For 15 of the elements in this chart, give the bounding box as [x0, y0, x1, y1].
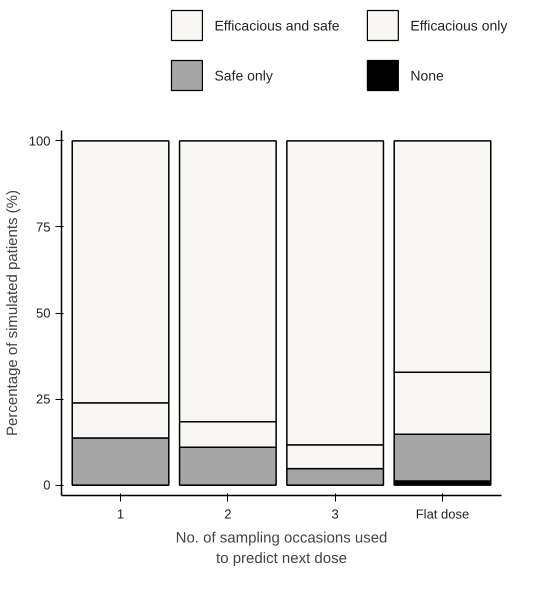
x-tick-label: 3 — [332, 506, 339, 522]
legend-label: Efficacious only — [410, 18, 508, 34]
legend-label: None — [410, 68, 444, 84]
y-tick-label: 50 — [36, 306, 51, 320]
y-tick-label: 0 — [43, 478, 51, 493]
y-axis-title: Percentage of simulated patients (%) — [4, 190, 21, 436]
legend-label: Efficacious and safe — [214, 18, 340, 34]
y-tick-label: 100 — [28, 133, 51, 148]
x-axis-title: No. of sampling occasions used to predict next dose — [176, 530, 388, 567]
x-tick-label: 2 — [224, 506, 232, 522]
y-tick-label: 75 — [36, 219, 51, 234]
x-tick-label: 1 — [116, 506, 124, 522]
legend-label: Safe only — [214, 68, 273, 84]
y-tick-label: 25 — [36, 392, 51, 407]
x-tick-label: Flat dose — [416, 506, 470, 522]
